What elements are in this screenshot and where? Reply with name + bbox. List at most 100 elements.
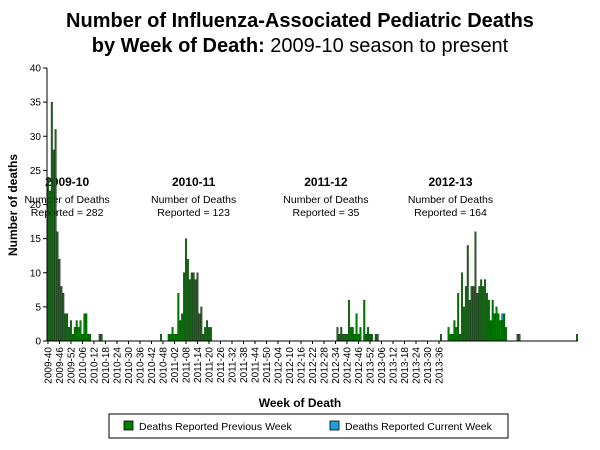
y-tick-label: 15 [30,234,42,245]
bar-previous-week [186,258,189,342]
bar-previous-week [576,334,578,342]
bar-previous-week [499,320,502,342]
bar-previous-week [54,129,57,342]
y-tick-label: 5 [35,302,41,313]
x-tick-label: 2011-44 [250,347,261,383]
bar-previous-week [79,320,82,342]
bar-previous-week [495,306,498,342]
bar-previous-week [60,286,63,342]
bar-previous-week [188,279,191,342]
x-tick-label: 2013-24 [412,347,423,384]
bar-previous-week [198,313,201,342]
bar-previous-week [374,334,377,342]
bar-previous-week [486,293,488,342]
bar-previous-week [179,320,182,342]
bar-previous-week [83,313,86,342]
bar-previous-week [470,286,473,342]
bar-previous-week [160,334,162,342]
x-tick-label: 2013-36 [435,347,446,384]
bar-previous-week [196,272,199,342]
bar-previous-week [194,279,197,342]
bar-previous-week [489,320,492,342]
bar-current-week [501,313,504,321]
y-tick-label: 20 [30,200,42,211]
season-annotation-line2: Reported = 123 [157,207,230,219]
x-tick-label: 2013-52 [366,347,377,384]
bar-previous-week [464,286,467,342]
chart-title-line2: by Week of Death: 2009-10 season to pres… [92,35,509,57]
bar-previous-week [66,313,69,342]
season-label: 2012-13 [428,175,472,189]
bar-previous-week [516,334,519,342]
bar-previous-week [439,334,442,342]
season-annotation-line1: Number of Deaths [283,194,368,206]
bar-previous-week [493,313,496,342]
y-tick-label: 25 [30,166,42,177]
season-label: 2011-12 [304,175,348,189]
bar-previous-week [455,327,458,342]
season-annotation-line2: Reported = 35 [292,207,359,219]
x-tick-label: 2010-42 [147,347,158,384]
bar-previous-week [355,313,358,342]
y-tick-label: 40 [30,64,42,75]
bar-previous-week [472,286,475,342]
bar-previous-week [484,279,486,342]
bar-previous-week [204,327,207,342]
bar-previous-week [192,272,195,342]
x-tick-label: 2011-02 [170,347,181,383]
bar-previous-week [346,334,348,342]
x-tick-label: 2013-30 [423,347,434,384]
bar-previous-week [449,334,452,342]
bar-previous-week [200,306,203,342]
bar-previous-week [171,327,174,342]
bar-previous-week [357,334,360,342]
legend-label-previous-week: Deaths Reported Previous Week [139,421,292,433]
bar-previous-week [48,190,51,342]
bar-previous-week [347,299,350,342]
chart-title-line2-regular: 2009-10 season to present [265,35,509,57]
x-tick-label: 2010-24 [112,347,123,384]
bar-previous-week [89,334,92,342]
bar-previous-week [98,334,101,342]
bar-previous-week [169,334,172,342]
y-tick-label: 30 [30,132,42,143]
bar-previous-week [183,272,185,342]
bar-previous-week [451,334,454,342]
bar-previous-week [85,313,88,342]
chart-title-line2-bold: by Week of Death: [92,35,265,57]
bar-previous-week [342,334,345,342]
chart-title-line1: Number of Influenza-Associated Pediatric… [66,10,534,32]
x-tick-label: 2011-26 [216,347,227,383]
bar-previous-week [100,334,103,342]
y-tick-label: 0 [35,337,41,348]
x-tick-label: 2010-30 [124,347,135,384]
bar-previous-week [461,272,463,342]
x-tick-label: 2010-12 [89,347,100,384]
x-tick-label: 2011-38 [239,347,250,383]
bar-previous-week [70,320,72,342]
x-tick-label: 2013-12 [389,347,400,384]
season-annotation-line1: Number of Deaths [408,194,493,206]
x-tick-label: 2013-06 [377,347,388,384]
bar-previous-week [185,238,187,342]
bar-previous-week [340,327,343,342]
bar-previous-week [73,327,76,342]
bar-previous-week [50,101,53,342]
bar-previous-week [190,272,193,342]
bar-previous-week [457,293,460,342]
x-tick-label: 2009-52 [66,347,77,384]
x-tick-label: 2011-08 [181,347,192,383]
bar-previous-week [206,320,208,342]
bar-previous-week [459,334,462,342]
bar-previous-week [474,231,477,342]
bar-previous-week [503,313,506,342]
bar-previous-week [365,334,368,342]
bar-previous-week [501,320,504,342]
bar-previous-week [71,334,74,342]
bar-previous-week [518,334,521,342]
bar-previous-week [369,334,371,342]
bar-previous-week [52,149,55,342]
x-axis-label: Week of Death [259,396,341,410]
